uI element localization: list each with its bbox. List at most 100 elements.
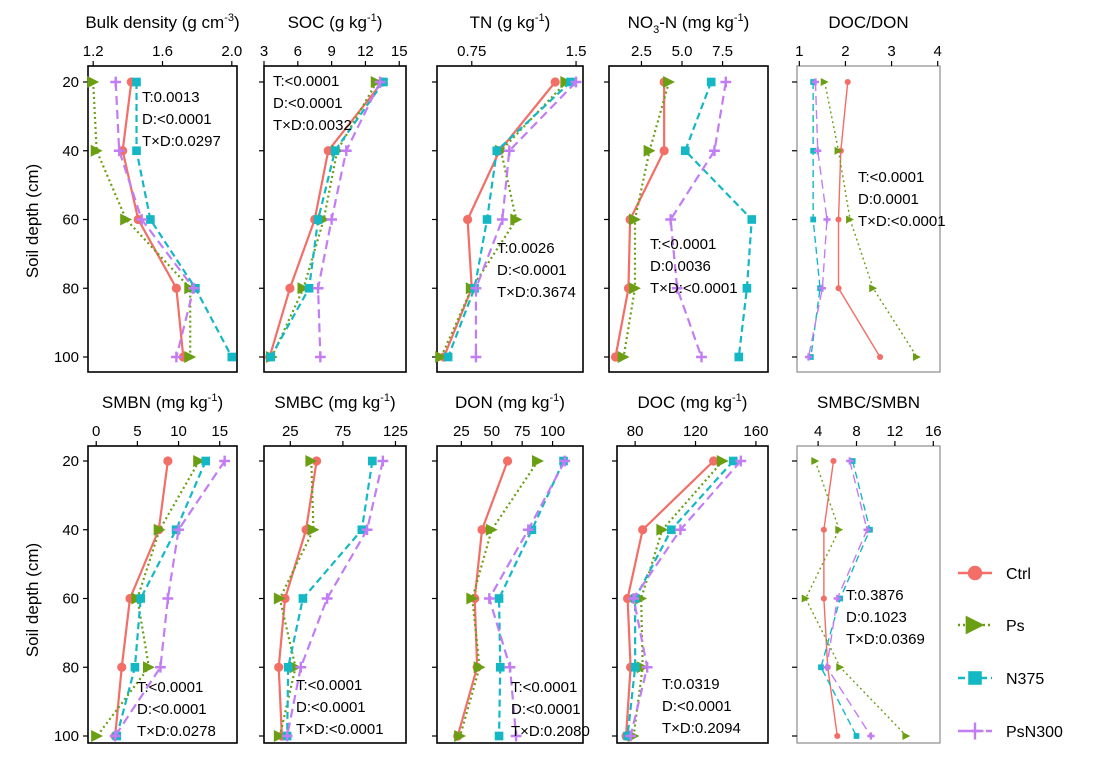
data-point xyxy=(466,592,479,605)
data-point xyxy=(136,214,148,225)
data-point xyxy=(443,352,453,362)
series-psn300 xyxy=(804,78,831,361)
data-point xyxy=(728,456,738,466)
y-tick-label: 80 xyxy=(62,659,79,676)
data-point xyxy=(625,730,636,742)
legend-label: N375 xyxy=(1006,671,1044,688)
data-point xyxy=(863,526,871,534)
x-tick-label: 1.2 xyxy=(83,43,104,60)
data-point xyxy=(643,144,656,157)
x-tick-label: 1 xyxy=(795,43,803,60)
data-point xyxy=(307,523,320,536)
data-point xyxy=(834,732,841,740)
panel-title: SMBC/SMBN xyxy=(817,393,920,412)
x-tick-label: 75 xyxy=(514,423,531,440)
data-point xyxy=(496,214,508,225)
series-n375 xyxy=(807,79,823,360)
data-point xyxy=(477,525,487,535)
stat-annotation: T×D:0.0369 xyxy=(846,631,925,648)
data-point xyxy=(869,284,878,293)
data-point xyxy=(835,525,844,534)
data-point xyxy=(566,77,575,87)
data-point xyxy=(747,215,757,224)
data-point xyxy=(454,730,467,742)
data-point xyxy=(820,595,827,602)
data-point xyxy=(835,216,842,223)
data-point xyxy=(361,524,373,536)
data-point xyxy=(163,456,173,466)
data-point xyxy=(846,215,855,224)
data-point xyxy=(314,351,326,363)
panel-8: DON (mg kg-1) 25 50 75 100 T:<0.0001 D:<0.0001… xyxy=(432,392,590,744)
data-point xyxy=(368,456,377,466)
x-tick-label: 25 xyxy=(453,423,470,440)
stat-annotation: D:<0.0001 xyxy=(497,262,567,279)
data-point xyxy=(494,594,504,603)
series-ps xyxy=(87,76,197,363)
series-line xyxy=(286,460,384,737)
stat-annotation: D:<0.0001 xyxy=(296,699,366,716)
data-point xyxy=(735,455,747,467)
panel-title: SMBN (mg kg-1) xyxy=(102,392,223,412)
x-tick-label: 6 xyxy=(294,43,302,60)
data-point xyxy=(720,76,732,88)
data-point xyxy=(483,593,495,604)
data-point xyxy=(136,594,146,603)
data-point xyxy=(312,282,324,294)
stat-annotation: T:<0.0001 xyxy=(650,236,716,253)
data-point xyxy=(706,77,716,87)
panel-7: SMBC (mg kg-1) 25 75 125 T:<0.0001 D:<0.0001 T… xyxy=(259,392,408,744)
data-point xyxy=(833,594,841,603)
data-point xyxy=(304,283,314,293)
series-psn300 xyxy=(470,76,582,363)
y-tick-label: 100 xyxy=(54,349,79,366)
series-ps xyxy=(91,455,206,742)
data-point xyxy=(820,78,829,86)
y-tick-label: 20 xyxy=(62,453,79,470)
x-tick-label: 100 xyxy=(540,423,565,440)
x-tick-label: 4 xyxy=(934,43,942,60)
x-tick-label: 25 xyxy=(282,423,299,440)
series-line xyxy=(92,81,192,357)
data-point xyxy=(227,352,237,362)
series-psn300 xyxy=(281,455,389,742)
series-psn300 xyxy=(823,457,875,740)
data-point xyxy=(622,593,633,604)
data-point xyxy=(173,524,184,536)
stat-annotation: T×D:<0.0001 xyxy=(650,280,738,297)
data-point xyxy=(629,282,641,295)
stat-annotation: T×D:0.2094 xyxy=(662,720,741,737)
data-point xyxy=(340,145,352,157)
stat-annotation: T×D:0.3674 xyxy=(497,284,576,301)
data-point xyxy=(273,592,286,605)
legend-label: PsN300 xyxy=(1006,724,1063,741)
data-point xyxy=(492,146,502,156)
data-point xyxy=(470,351,482,363)
data-point xyxy=(716,455,729,467)
y-tick-label: 60 xyxy=(62,212,79,229)
x-tick-label: 2.5 xyxy=(631,43,652,60)
stat-annotation: T:<0.0001 xyxy=(273,73,339,90)
panels: Bulk density (g cm-3)1.2 1.6 2.02040608010… xyxy=(54,12,946,745)
data-point xyxy=(117,662,127,672)
stat-annotation: T:<0.0001 xyxy=(296,677,362,694)
data-point xyxy=(113,145,125,157)
data-point xyxy=(374,76,386,88)
data-point xyxy=(709,145,720,157)
data-point xyxy=(810,216,817,223)
series-psn300 xyxy=(665,76,732,363)
series-line xyxy=(683,81,753,358)
series-psn300 xyxy=(312,76,386,363)
stat-annotation: T:<0.0001 xyxy=(511,679,577,696)
data-point xyxy=(109,730,121,742)
data-point xyxy=(87,76,100,88)
data-point xyxy=(142,661,155,674)
series-line xyxy=(270,81,378,358)
data-point xyxy=(132,146,141,156)
data-point xyxy=(171,283,181,293)
y-tick-label: 20 xyxy=(62,74,79,91)
y-tick-label: 40 xyxy=(62,522,79,539)
series-line xyxy=(115,460,207,737)
data-point xyxy=(665,214,677,225)
